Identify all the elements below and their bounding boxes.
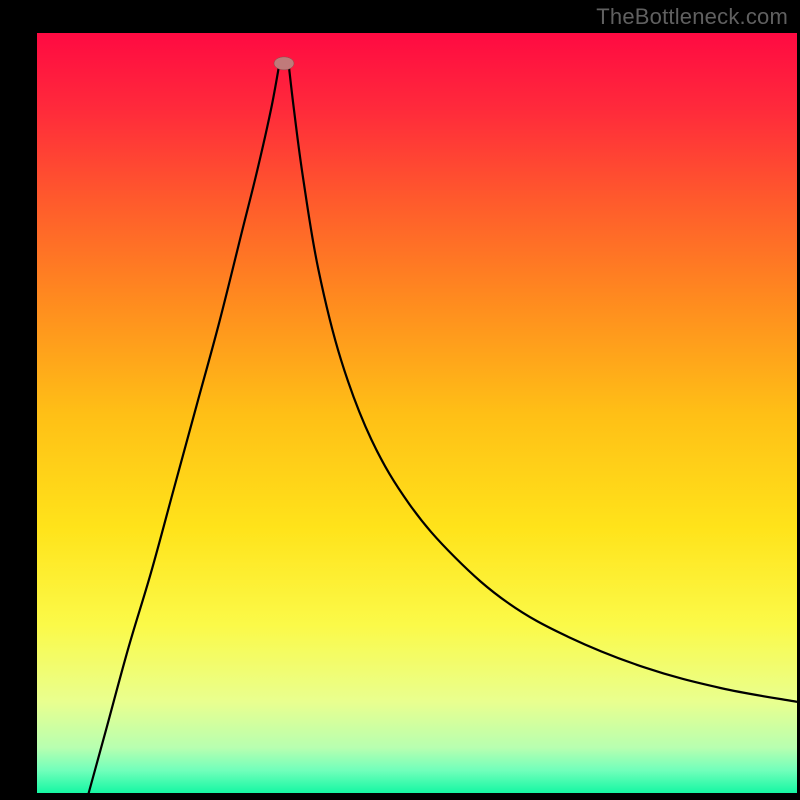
marker-dot — [274, 57, 294, 70]
chart-svg — [0, 0, 800, 800]
chart-root: TheBottleneck.com — [0, 0, 800, 800]
watermark-text: TheBottleneck.com — [596, 4, 788, 30]
